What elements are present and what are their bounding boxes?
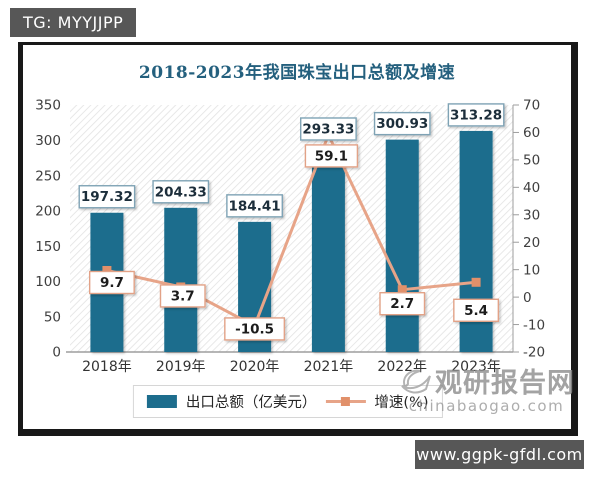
growth-line-marker bbox=[397, 285, 407, 295]
bar-value-label: 300.93 bbox=[373, 111, 431, 136]
watermark: 观研报告网 chinabaogao.com bbox=[398, 361, 575, 415]
left-axis-tick-label: 300 bbox=[35, 133, 61, 149]
legend-bar-swatch bbox=[146, 395, 177, 408]
growth-value-label: -10.5 bbox=[224, 317, 286, 341]
svg-text:5.4: 5.4 bbox=[464, 303, 488, 319]
growth-line-marker bbox=[102, 265, 112, 275]
growth-value-label: 59.1 bbox=[304, 144, 359, 168]
bar-value-label: 293.33 bbox=[300, 117, 357, 141]
growth-line bbox=[106, 131, 477, 329]
right-axis-tick-label: -10 bbox=[523, 317, 545, 333]
chart-panel: 2018-2023年我国珠宝出口总额及增速 0 50 100 150 200 250 300… bbox=[18, 42, 578, 436]
svg-text:184.41: 184.41 bbox=[229, 198, 281, 214]
svg-text:-10.5: -10.5 bbox=[235, 321, 274, 337]
right-axis-tick-label: -20 bbox=[523, 345, 545, 361]
watermark-site: chinabaogao.com bbox=[408, 397, 565, 415]
svg-text:59.1: 59.1 bbox=[315, 148, 348, 164]
bar-value-label: 313.28 bbox=[447, 103, 505, 127]
bar-value-label: 204.33 bbox=[152, 180, 210, 204]
bar bbox=[164, 207, 198, 352]
legend-bar-label: 出口总额（亿美元） bbox=[185, 395, 317, 411]
svg-text:293.33: 293.33 bbox=[302, 121, 354, 137]
bar-value-label: 197.32 bbox=[78, 185, 136, 209]
svg-text:2.7: 2.7 bbox=[390, 296, 414, 312]
chart-title: 2018-2023年我国珠宝出口总额及增速 bbox=[138, 63, 456, 83]
left-axis-tick-label: 250 bbox=[35, 168, 61, 184]
left-axis-tick-label: 200 bbox=[35, 204, 61, 220]
chart-plot: 0 50 100 150 200 250 300 350 -20 -10 0 10 20 30 40 50 60… bbox=[35, 98, 545, 375]
svg-text:300.93: 300.93 bbox=[376, 116, 428, 132]
footer-url-bar: www.ggpk-gfdl.com bbox=[415, 440, 584, 469]
x-axis-category-label: 2021年 bbox=[304, 359, 354, 375]
svg-text:9.7: 9.7 bbox=[100, 275, 124, 291]
x-axis-category-label: 2023年 bbox=[451, 359, 501, 375]
right-axis-tick-label: 30 bbox=[523, 207, 540, 223]
svg-text:197.32: 197.32 bbox=[81, 189, 133, 205]
right-axis-tick-label: 60 bbox=[523, 125, 540, 141]
bar bbox=[311, 144, 345, 352]
svg-text:204.33: 204.33 bbox=[155, 184, 207, 200]
x-axis-category-label: 2019年 bbox=[156, 359, 206, 375]
growth-value-label: 9.7 bbox=[88, 270, 135, 295]
right-axis-tick-label: 70 bbox=[523, 98, 540, 114]
tg-badge: TG: MYYJJPP bbox=[10, 8, 137, 37]
left-axis-tick-label: 0 bbox=[52, 345, 61, 361]
chart-legend: 出口总额（亿美元） 增速(%) bbox=[132, 385, 443, 418]
growth-value-label: 3.7 bbox=[159, 284, 206, 308]
right-axis-tick-label: 40 bbox=[523, 180, 540, 196]
left-axis-tick-label: 100 bbox=[35, 274, 61, 290]
legend-line-label: 增速(%) bbox=[374, 395, 429, 411]
left-axis-tick-label: 50 bbox=[44, 309, 61, 325]
watermark-logo-icon bbox=[401, 369, 431, 394]
growth-line-marker bbox=[471, 277, 481, 287]
growth-value-label: 5.4 bbox=[453, 298, 500, 322]
svg-text:313.28: 313.28 bbox=[450, 107, 502, 123]
growth-value-label: 2.7 bbox=[379, 292, 426, 316]
legend-line-swatch bbox=[325, 395, 366, 408]
x-axis-category-label: 2018年 bbox=[82, 359, 132, 375]
x-axis-category-label: 2020年 bbox=[230, 359, 280, 375]
right-axis-tick-label: 0 bbox=[523, 290, 532, 306]
right-axis-tick-label: 50 bbox=[523, 153, 540, 169]
legend-line-marker bbox=[340, 397, 350, 406]
left-axis-tick-label: 350 bbox=[35, 98, 61, 114]
svg-text:3.7: 3.7 bbox=[171, 288, 195, 304]
watermark-brand: 观研报告网 bbox=[435, 368, 575, 399]
bar-value-label: 184.41 bbox=[226, 194, 283, 218]
bar bbox=[385, 139, 419, 352]
right-axis-tick-label: 20 bbox=[523, 235, 540, 251]
right-axis-tick-label: 10 bbox=[523, 262, 540, 278]
left-axis-tick-label: 150 bbox=[35, 239, 61, 255]
